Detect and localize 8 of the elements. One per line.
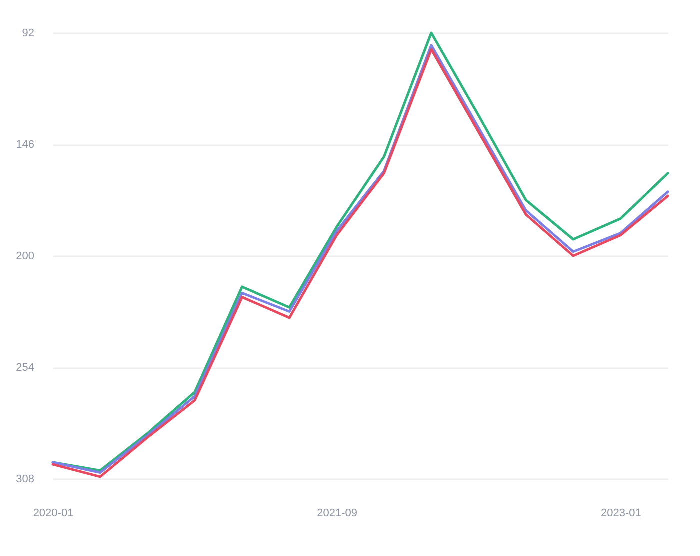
y-tick-label: 92 (22, 28, 34, 40)
x-tick-label: 2021-09 (317, 508, 358, 520)
x-tick-label: 2023-01 (601, 508, 642, 520)
y-tick-label: 308 (16, 474, 34, 486)
y-tick-label: 146 (16, 139, 34, 151)
y-tick-label: 254 (16, 362, 34, 374)
x-tick-label: 2020-01 (33, 508, 74, 520)
y-tick-label: 200 (16, 250, 34, 262)
